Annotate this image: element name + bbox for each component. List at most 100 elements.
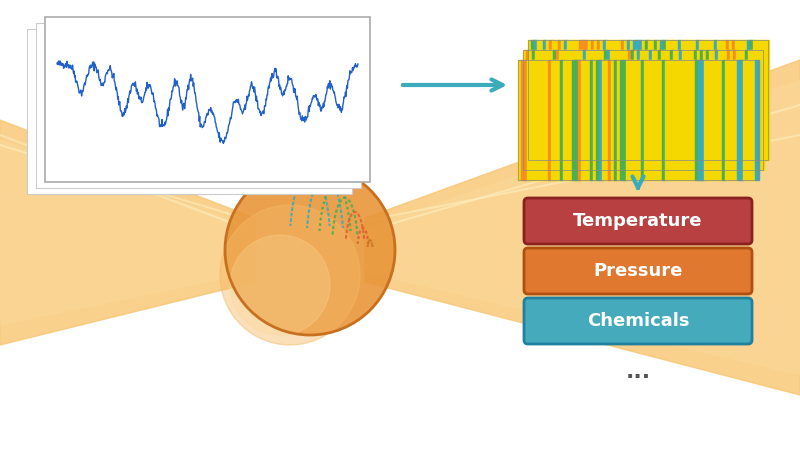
Bar — [639, 40, 642, 160]
Bar — [746, 60, 750, 180]
Bar — [620, 60, 623, 180]
Bar — [518, 60, 522, 180]
Bar — [664, 50, 667, 170]
Bar — [555, 40, 558, 160]
Bar — [751, 50, 754, 170]
Bar — [710, 60, 714, 180]
Bar — [727, 50, 730, 170]
Bar — [719, 60, 722, 180]
Bar — [670, 50, 674, 170]
Bar — [707, 60, 710, 180]
Bar — [747, 40, 750, 160]
Bar — [523, 50, 763, 170]
Bar — [674, 60, 678, 180]
Bar — [593, 60, 597, 180]
Circle shape — [220, 205, 360, 345]
Bar — [678, 40, 682, 160]
Bar — [524, 60, 527, 180]
Bar — [661, 50, 665, 170]
FancyBboxPatch shape — [45, 17, 370, 182]
Bar — [545, 60, 549, 180]
Bar — [552, 40, 555, 160]
Bar — [599, 60, 602, 180]
Bar — [651, 40, 654, 160]
Bar — [583, 50, 586, 170]
Bar — [642, 40, 646, 160]
Bar — [690, 40, 694, 160]
Bar — [658, 50, 662, 170]
Bar — [648, 40, 651, 160]
Bar — [602, 60, 606, 180]
Bar — [573, 40, 577, 160]
Bar — [677, 60, 681, 180]
Bar — [730, 50, 734, 170]
Bar — [546, 40, 550, 160]
Bar — [521, 60, 525, 180]
FancyBboxPatch shape — [36, 23, 361, 188]
Bar — [621, 40, 625, 160]
Bar — [565, 50, 569, 170]
Bar — [705, 40, 709, 160]
Bar — [551, 60, 554, 180]
Bar — [595, 50, 598, 170]
Bar — [687, 40, 690, 160]
Polygon shape — [365, 60, 800, 395]
Bar — [703, 50, 706, 170]
Bar — [685, 50, 689, 170]
Bar — [688, 50, 691, 170]
Bar — [584, 60, 587, 180]
Bar — [588, 40, 591, 160]
Bar — [759, 40, 762, 160]
Bar — [683, 60, 686, 180]
Bar — [671, 60, 674, 180]
Bar — [632, 60, 635, 180]
Bar — [627, 40, 630, 160]
Bar — [559, 50, 562, 170]
Bar — [560, 60, 563, 180]
Bar — [673, 50, 677, 170]
Bar — [570, 40, 574, 160]
Bar — [667, 50, 670, 170]
Bar — [691, 50, 694, 170]
Bar — [640, 50, 643, 170]
Bar — [564, 40, 567, 160]
Bar — [680, 60, 683, 180]
Bar — [697, 50, 701, 170]
Bar — [625, 50, 629, 170]
Bar — [742, 50, 746, 170]
Bar — [733, 50, 737, 170]
Bar — [527, 60, 530, 180]
Bar — [542, 60, 546, 180]
Bar — [631, 50, 634, 170]
Bar — [619, 50, 622, 170]
Bar — [617, 60, 621, 180]
Bar — [649, 50, 653, 170]
Bar — [534, 40, 538, 160]
Bar — [536, 60, 539, 180]
Bar — [578, 60, 582, 180]
Bar — [641, 60, 645, 180]
Bar — [547, 50, 550, 170]
Bar — [682, 50, 686, 170]
Bar — [740, 60, 743, 180]
Bar — [723, 40, 726, 160]
Text: ...: ... — [626, 362, 650, 382]
Bar — [717, 40, 721, 160]
Bar — [594, 40, 598, 160]
Bar — [650, 60, 654, 180]
Bar — [645, 40, 649, 160]
Bar — [676, 50, 679, 170]
Bar — [656, 60, 659, 180]
Bar — [600, 40, 603, 160]
Bar — [554, 60, 558, 180]
Bar — [734, 60, 738, 180]
Bar — [541, 50, 545, 170]
Bar — [765, 40, 769, 160]
Bar — [566, 60, 570, 180]
Bar — [669, 40, 673, 160]
Bar — [698, 60, 702, 180]
Bar — [732, 40, 735, 160]
Bar — [528, 40, 768, 160]
Bar — [655, 50, 658, 170]
Bar — [589, 50, 593, 170]
